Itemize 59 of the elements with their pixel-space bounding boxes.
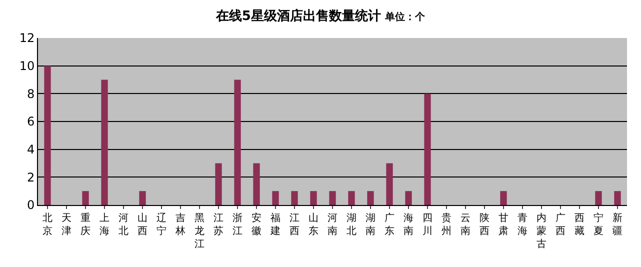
y-tick-label: 4: [26, 142, 35, 157]
bar: [101, 80, 108, 205]
bar: [310, 191, 317, 205]
x-tick-label: 天津: [62, 213, 72, 237]
bar: [614, 191, 621, 205]
x-tick-label: 北京: [42, 212, 52, 237]
x-tick-label: 内蒙古: [536, 212, 546, 250]
x-tick-label: 福建: [270, 212, 280, 237]
x-tick-label: 湖南: [366, 212, 376, 237]
chart-title: 在线5星级酒店出售数量统计: [214, 8, 381, 24]
x-tick-label: 四川: [422, 213, 432, 237]
bar: [348, 191, 355, 205]
y-tick-label: 10: [19, 59, 35, 74]
x-tick-label: 江西: [290, 212, 300, 237]
bar: [44, 66, 51, 205]
x-tick-label: 贵州: [442, 212, 452, 237]
x-tick-label: 吉林: [174, 212, 186, 237]
bar: [234, 80, 241, 205]
bar: [500, 191, 507, 205]
x-tick-label: 重庆: [80, 212, 90, 237]
bar: [405, 191, 412, 205]
x-tick-label: 安徽: [252, 212, 262, 237]
y-tick-label: 0: [26, 198, 35, 212]
y-tick-label: 12: [19, 31, 35, 46]
bar: [386, 163, 393, 205]
x-tick-label: 浙江: [232, 212, 242, 237]
x-tick-label: 山西: [138, 212, 148, 237]
x-tick-label: 广东: [384, 212, 394, 237]
x-tick-label: 河南: [328, 212, 338, 237]
x-tick-label: 辽宁: [156, 212, 166, 237]
bar: [253, 163, 260, 205]
bar: [82, 191, 89, 205]
y-tick-label: 8: [26, 86, 35, 101]
x-tick-label: 云南: [460, 213, 470, 237]
x-tick-label: 陕西: [480, 212, 490, 237]
y-tick-label: 2: [26, 170, 35, 184]
x-tick-label: 湖北: [346, 212, 356, 237]
bar: [215, 163, 222, 205]
x-tick-label: 新疆: [612, 212, 622, 237]
x-tick-label: 上海: [100, 212, 110, 237]
x-tick-label: 宁夏: [594, 212, 604, 237]
x-tick-label: 河北: [118, 212, 128, 237]
bar: [139, 191, 146, 205]
x-tick-label: 海南: [404, 212, 414, 237]
y-tick-label: 6: [26, 114, 35, 129]
bar: [329, 191, 336, 205]
bar: [424, 94, 431, 205]
bar: [272, 191, 279, 205]
x-tick-label: 青海: [518, 212, 528, 237]
x-tick-label: 江苏: [214, 212, 224, 237]
x-tick-label: 甘肃: [498, 212, 508, 237]
x-tick-label: 山东: [308, 212, 318, 237]
bar: [595, 191, 602, 205]
x-tick-label: 广西: [556, 212, 566, 237]
chart-subtitle: 单位：个: [384, 10, 426, 23]
x-tick-label: 西藏: [574, 213, 584, 237]
x-tick-label: 黑龙江: [194, 213, 204, 250]
bar: [291, 191, 298, 205]
bar: [367, 191, 374, 205]
